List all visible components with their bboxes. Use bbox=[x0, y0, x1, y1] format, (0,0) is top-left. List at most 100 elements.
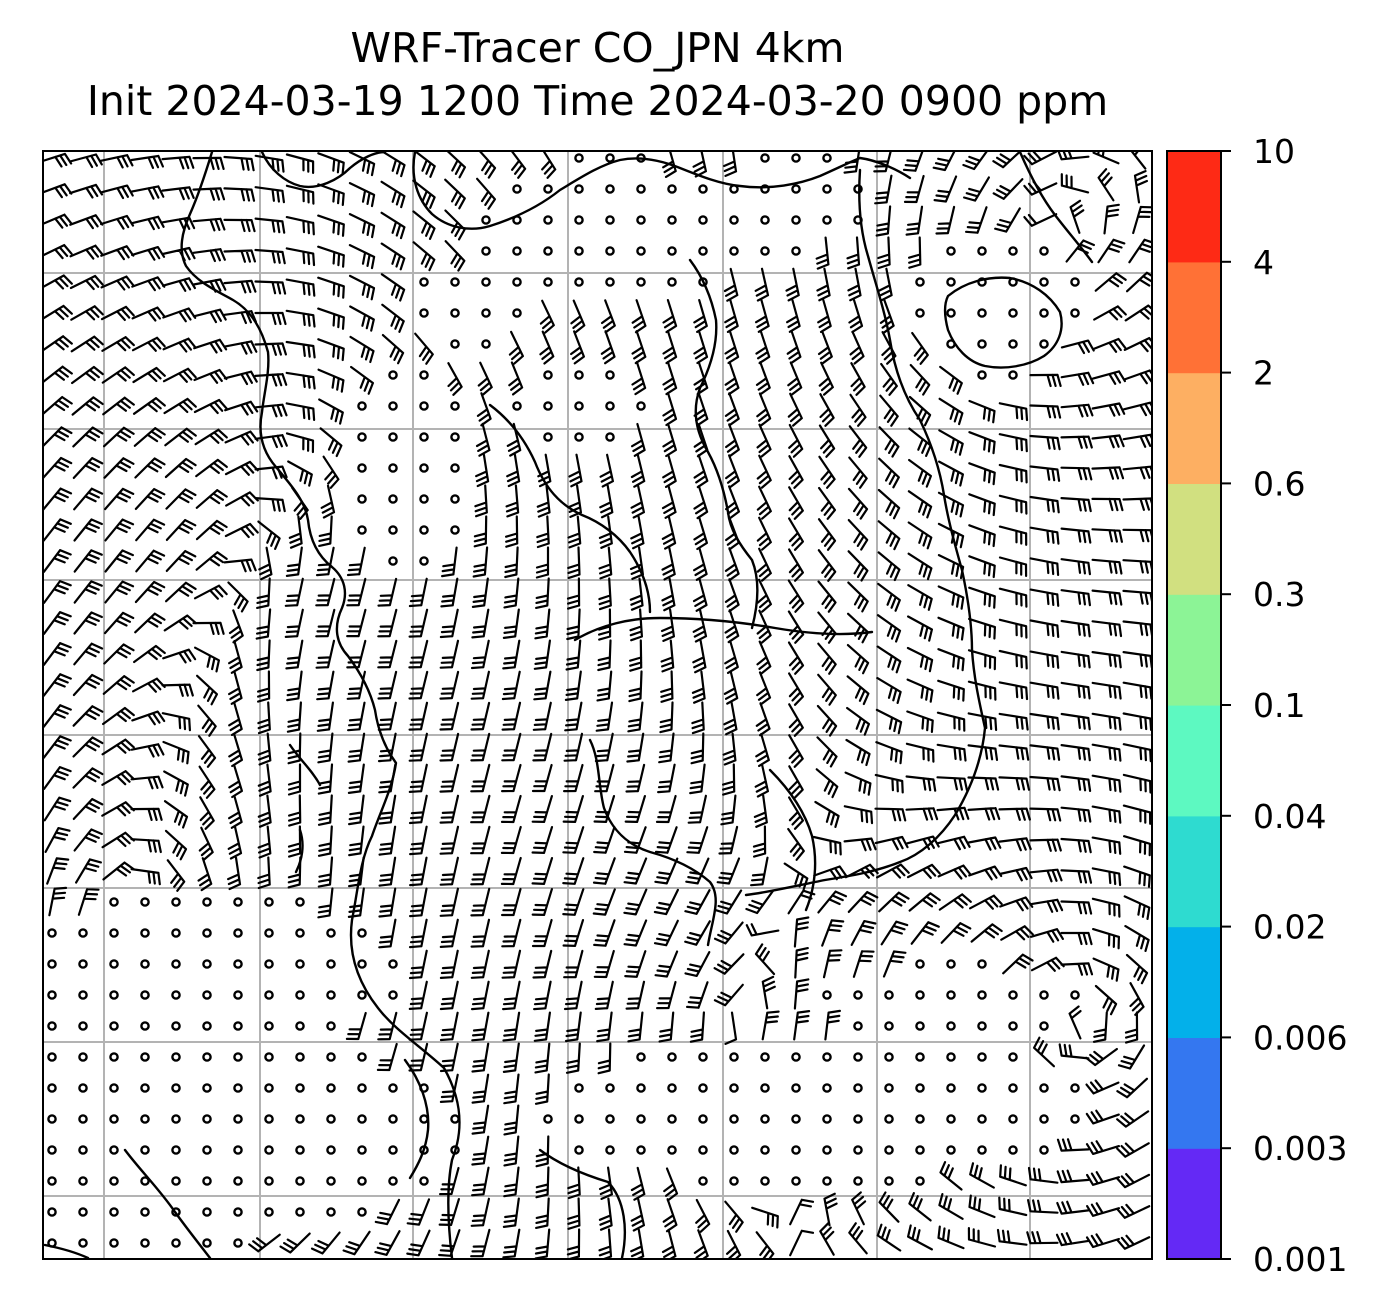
wind-barb bbox=[193, 584, 228, 600]
wind-barb bbox=[531, 918, 553, 948]
wind-barb bbox=[287, 856, 302, 889]
wind-barb bbox=[598, 577, 612, 611]
calm-wind-circle bbox=[419, 1114, 429, 1124]
wind-barb bbox=[755, 702, 771, 737]
wind-barb bbox=[756, 609, 772, 644]
wind-barb bbox=[1091, 897, 1121, 918]
calm-wind-circle bbox=[419, 1145, 429, 1155]
wind-barb bbox=[378, 918, 397, 949]
wind-barb bbox=[564, 701, 583, 732]
wind-barb bbox=[285, 432, 315, 454]
wind-barb bbox=[817, 673, 837, 706]
wind-barb bbox=[72, 457, 104, 479]
calm-wind-circle bbox=[946, 1114, 956, 1124]
calm-wind-circle bbox=[202, 1083, 212, 1093]
wind-barb bbox=[631, 330, 647, 365]
calm-wind-circle bbox=[326, 1052, 336, 1062]
calm-wind-circle bbox=[295, 959, 305, 969]
wind-barb bbox=[754, 943, 776, 976]
wind-barb bbox=[374, 1230, 401, 1256]
wind-barb bbox=[1085, 1079, 1120, 1095]
calm-wind-circle bbox=[977, 246, 987, 256]
wind-barb bbox=[595, 701, 614, 732]
wind-barb bbox=[532, 732, 553, 762]
calm-wind-circle bbox=[760, 1083, 770, 1093]
coastline-central-east bbox=[688, 258, 759, 630]
wind-barb bbox=[626, 732, 645, 763]
wind-barb bbox=[756, 454, 772, 489]
wind-barb bbox=[563, 763, 584, 793]
calm-wind-circle bbox=[1039, 1114, 1049, 1124]
calm-wind-circle bbox=[512, 215, 522, 225]
wind-barb bbox=[228, 794, 243, 829]
calm-wind-circle bbox=[140, 1052, 150, 1062]
wind-barb bbox=[439, 1073, 459, 1103]
wind-barb bbox=[103, 426, 135, 448]
colorbar-segment bbox=[1167, 261, 1221, 374]
wind-barb bbox=[378, 856, 397, 887]
wind-barb bbox=[501, 918, 522, 948]
wind-barb bbox=[1029, 526, 1060, 545]
wind-barb bbox=[503, 577, 520, 609]
calm-wind-circle bbox=[264, 1052, 274, 1062]
calm-wind-circle bbox=[357, 1145, 367, 1155]
calm-wind-circle bbox=[109, 1145, 119, 1155]
wind-barb bbox=[998, 866, 1033, 882]
wind-barb bbox=[907, 1224, 933, 1251]
calm-wind-circle bbox=[698, 1052, 708, 1062]
wind-barb bbox=[756, 671, 772, 706]
wind-barb bbox=[43, 518, 72, 542]
wind-barb bbox=[880, 920, 909, 946]
calm-wind-circle bbox=[605, 1083, 615, 1093]
wind-barb bbox=[500, 825, 522, 855]
wind-barb bbox=[192, 156, 225, 171]
wind-barb bbox=[227, 856, 242, 891]
calm-wind-circle bbox=[326, 1021, 336, 1031]
wind-barb bbox=[347, 732, 366, 763]
wind-barb bbox=[629, 639, 643, 672]
wind-barb bbox=[104, 549, 134, 573]
wind-barb bbox=[910, 921, 940, 945]
wind-barb bbox=[380, 151, 406, 178]
wind-barb bbox=[660, 639, 675, 673]
calm-wind-circle bbox=[109, 1207, 119, 1217]
wind-barb bbox=[1023, 213, 1058, 227]
wind-barb bbox=[662, 330, 678, 365]
calm-wind-circle bbox=[729, 1083, 739, 1093]
colorbar-tick-label: 0.3 bbox=[1253, 575, 1305, 614]
wind-barb bbox=[505, 515, 519, 548]
calm-wind-circle bbox=[140, 1238, 150, 1248]
wind-barb bbox=[73, 580, 103, 604]
calm-wind-circle bbox=[109, 1021, 119, 1031]
calm-wind-circle bbox=[729, 1114, 739, 1124]
wind-barb bbox=[1029, 434, 1061, 451]
calm-wind-circle bbox=[295, 1176, 305, 1186]
calm-wind-circle bbox=[822, 1052, 832, 1062]
wind-barb bbox=[134, 612, 166, 634]
wind-barb bbox=[822, 949, 843, 979]
calm-wind-circle bbox=[512, 401, 522, 411]
wind-barb bbox=[130, 185, 165, 200]
calm-wind-circle bbox=[264, 1207, 274, 1217]
coastline-east-peninsula bbox=[744, 168, 987, 897]
calm-wind-circle bbox=[47, 1114, 57, 1124]
wind-barb bbox=[223, 340, 258, 355]
calm-wind-circle bbox=[574, 184, 584, 194]
wind-barb bbox=[566, 1228, 581, 1259]
wind-barb bbox=[968, 493, 996, 517]
plot-area bbox=[43, 151, 1152, 1259]
calm-wind-circle bbox=[78, 1176, 88, 1186]
colorbar-segment bbox=[1167, 705, 1221, 817]
calm-wind-circle bbox=[47, 1145, 57, 1155]
wind-barb bbox=[755, 330, 771, 365]
calm-wind-circle bbox=[140, 990, 150, 1000]
calm-wind-circle bbox=[729, 1176, 739, 1186]
calm-wind-circle bbox=[295, 1052, 305, 1062]
wind-barb bbox=[1027, 1166, 1059, 1184]
wind-barb bbox=[254, 342, 287, 356]
wind-barb bbox=[686, 826, 709, 854]
wind-barb bbox=[631, 299, 647, 334]
calm-wind-circle bbox=[853, 1021, 863, 1031]
wind-barb bbox=[1068, 1005, 1082, 1040]
calm-wind-circle bbox=[605, 370, 615, 380]
